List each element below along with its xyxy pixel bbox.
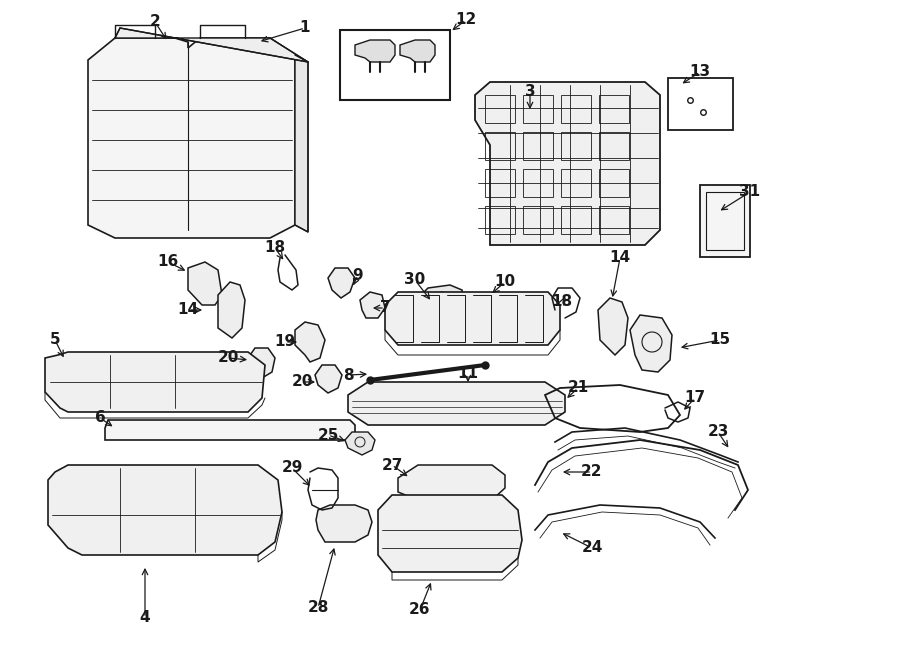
Polygon shape (598, 298, 628, 355)
Polygon shape (385, 292, 560, 345)
Text: 27: 27 (382, 457, 402, 473)
Text: 4: 4 (140, 611, 150, 625)
Text: 1: 1 (300, 20, 310, 36)
Polygon shape (328, 268, 355, 298)
Bar (340, 30, 450, 100)
Bar (561, 169, 591, 197)
Polygon shape (398, 465, 505, 500)
Text: 19: 19 (274, 334, 295, 350)
Bar (561, 132, 591, 160)
Text: 28: 28 (307, 600, 328, 615)
Polygon shape (418, 285, 465, 318)
Polygon shape (188, 262, 222, 305)
Text: 9: 9 (353, 268, 364, 282)
Bar (485, 132, 515, 160)
Text: 5: 5 (50, 332, 60, 348)
Polygon shape (88, 38, 295, 238)
Text: 26: 26 (410, 602, 431, 617)
Polygon shape (295, 322, 325, 362)
Text: 17: 17 (684, 391, 706, 405)
Text: 20: 20 (217, 350, 239, 366)
Polygon shape (345, 432, 375, 455)
Text: 3: 3 (525, 85, 535, 100)
Bar (561, 95, 591, 123)
Polygon shape (105, 420, 355, 440)
Bar (485, 169, 515, 197)
Text: 11: 11 (457, 366, 479, 381)
Bar (523, 169, 553, 197)
Text: 15: 15 (709, 332, 731, 348)
Polygon shape (248, 348, 275, 378)
Polygon shape (315, 365, 342, 393)
Text: 18: 18 (265, 241, 285, 256)
Text: 22: 22 (581, 465, 603, 479)
Bar (668, 78, 733, 130)
Text: 6: 6 (94, 410, 105, 426)
Text: 18: 18 (552, 295, 572, 309)
Text: 24: 24 (581, 541, 603, 555)
Bar (523, 132, 553, 160)
Bar (523, 206, 553, 234)
Text: 31: 31 (740, 184, 760, 200)
Text: 14: 14 (177, 303, 199, 317)
Polygon shape (348, 382, 565, 425)
Polygon shape (360, 292, 385, 318)
Bar (485, 206, 515, 234)
Bar (561, 206, 591, 234)
Text: 13: 13 (689, 65, 711, 79)
Polygon shape (45, 352, 265, 412)
Text: 25: 25 (318, 428, 338, 442)
Bar (485, 95, 515, 123)
Text: 23: 23 (707, 424, 729, 440)
Polygon shape (316, 505, 372, 542)
Text: 14: 14 (609, 251, 631, 266)
Polygon shape (475, 82, 660, 245)
Polygon shape (400, 40, 435, 62)
Text: 8: 8 (343, 368, 354, 383)
Text: 2: 2 (149, 15, 160, 30)
Bar (599, 206, 629, 234)
Text: 16: 16 (158, 254, 178, 270)
Polygon shape (630, 315, 672, 372)
Text: 30: 30 (404, 272, 426, 288)
Polygon shape (48, 465, 282, 555)
Polygon shape (218, 282, 245, 338)
Bar (599, 169, 629, 197)
Bar (706, 192, 744, 250)
Text: 10: 10 (494, 274, 516, 290)
Polygon shape (115, 28, 308, 62)
Polygon shape (295, 55, 308, 232)
Polygon shape (355, 40, 395, 62)
Text: 21: 21 (567, 381, 589, 395)
Text: 29: 29 (282, 461, 302, 475)
Text: 20: 20 (292, 375, 312, 389)
Text: 12: 12 (455, 13, 477, 28)
Bar (700, 185, 750, 257)
Polygon shape (378, 495, 522, 572)
Bar (599, 95, 629, 123)
Text: 7: 7 (380, 301, 391, 315)
Bar (523, 95, 553, 123)
Bar (599, 132, 629, 160)
